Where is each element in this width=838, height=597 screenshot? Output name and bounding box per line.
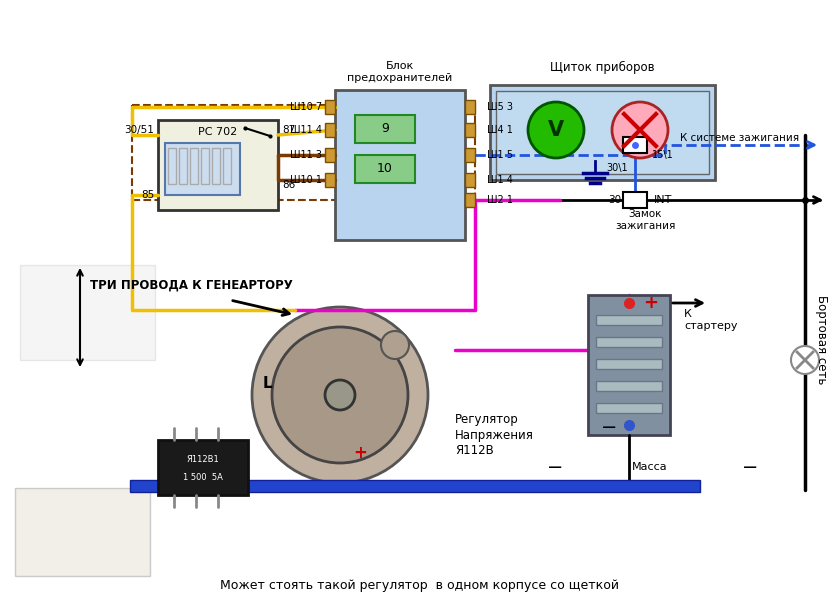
Circle shape <box>381 331 409 359</box>
Text: V: V <box>548 120 564 140</box>
Bar <box>596 359 662 369</box>
Text: −: − <box>742 457 758 476</box>
Bar <box>596 337 662 347</box>
Text: L: L <box>262 376 272 390</box>
Bar <box>465 100 475 114</box>
Text: INT: INT <box>654 195 672 205</box>
Text: Ш11 4: Ш11 4 <box>290 125 322 135</box>
Bar <box>465 123 475 137</box>
Text: Ш1 5: Ш1 5 <box>487 150 513 160</box>
Text: Может стоять такой регулятор  в одном корпусе со щеткой: Может стоять такой регулятор в одном кор… <box>220 578 618 592</box>
Text: Ш10 7: Ш10 7 <box>290 102 322 112</box>
Bar <box>130 480 700 492</box>
Bar <box>596 315 662 325</box>
Bar <box>165 143 240 195</box>
Text: 87: 87 <box>282 125 295 135</box>
Bar <box>355 155 415 183</box>
Bar <box>588 295 670 435</box>
Circle shape <box>272 327 408 463</box>
Bar <box>335 90 465 240</box>
Text: К
стартеру: К стартеру <box>684 309 737 331</box>
Text: РС 702: РС 702 <box>199 127 238 137</box>
Text: 30\1: 30\1 <box>606 163 628 173</box>
Text: Ш2 1: Ш2 1 <box>487 195 513 205</box>
Text: −: − <box>547 457 563 476</box>
Text: ТРИ ПРОВОДА К ГЕНЕАРТОРУ: ТРИ ПРОВОДА К ГЕНЕАРТОРУ <box>90 278 292 291</box>
Text: Ш4 1: Ш4 1 <box>487 125 513 135</box>
Text: Регулятор
Напряжения
Я112В: Регулятор Напряжения Я112В <box>455 414 534 457</box>
Text: К системе зажигания: К системе зажигания <box>680 133 799 143</box>
Text: Блок
предохранителей: Блок предохранителей <box>348 61 453 83</box>
Bar <box>15 488 150 576</box>
Bar <box>465 173 475 187</box>
Text: Бортовая сеть: Бортовая сеть <box>815 296 827 384</box>
Text: Ш5 3: Ш5 3 <box>487 102 513 112</box>
Bar <box>158 440 248 495</box>
Bar <box>190 148 198 184</box>
Text: 86: 86 <box>282 180 295 190</box>
Text: Щиток приборов: Щиток приборов <box>550 60 654 73</box>
Circle shape <box>791 346 819 374</box>
Text: 10: 10 <box>377 162 393 176</box>
Bar <box>465 193 475 207</box>
Bar <box>223 148 231 184</box>
Bar <box>325 123 335 137</box>
Bar <box>596 381 662 391</box>
Circle shape <box>325 380 355 410</box>
Circle shape <box>528 102 584 158</box>
Bar <box>623 137 647 153</box>
Bar <box>168 148 176 184</box>
Text: 15\1: 15\1 <box>652 150 674 160</box>
Bar <box>490 85 715 180</box>
Bar <box>355 115 415 143</box>
Text: −: − <box>601 417 618 436</box>
Bar <box>596 403 662 413</box>
Text: Замок
зажигания: Замок зажигания <box>615 209 675 231</box>
Text: Ш10 1: Ш10 1 <box>290 175 322 185</box>
Text: 30: 30 <box>608 195 622 205</box>
Bar <box>325 100 335 114</box>
Bar <box>496 91 709 174</box>
Circle shape <box>252 307 428 483</box>
Bar <box>465 148 475 162</box>
Bar <box>212 148 220 184</box>
Text: 9: 9 <box>381 122 389 136</box>
Text: Ш11 3: Ш11 3 <box>290 150 322 160</box>
Bar <box>325 173 335 187</box>
Bar <box>623 192 647 208</box>
Text: 85: 85 <box>141 190 154 200</box>
Bar <box>325 148 335 162</box>
Circle shape <box>612 102 668 158</box>
Text: Ш1 4: Ш1 4 <box>487 175 513 185</box>
Text: Масса: Масса <box>632 462 668 472</box>
Text: Я112В1: Я112В1 <box>187 456 220 464</box>
Text: 1 500  5А: 1 500 5А <box>183 472 223 482</box>
Text: +: + <box>643 294 658 312</box>
Bar <box>158 120 278 210</box>
Bar <box>20 265 155 360</box>
Text: +: + <box>353 444 367 462</box>
Bar <box>201 148 209 184</box>
Text: 30/51: 30/51 <box>124 125 154 135</box>
Bar <box>179 148 187 184</box>
